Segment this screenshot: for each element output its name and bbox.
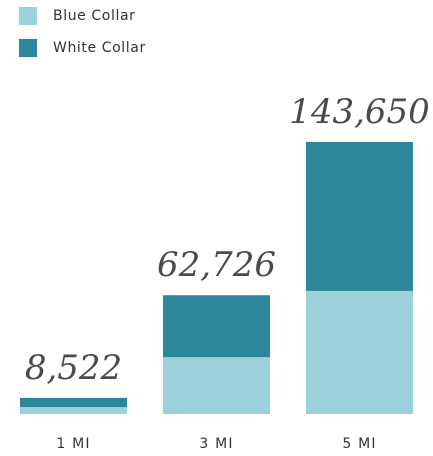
legend-item-white-collar: White Collar: [19, 38, 146, 58]
chart-legend: Blue Collar White Collar: [19, 6, 146, 70]
bar-group-1-mi: 8,522 1 MI: [20, 348, 127, 452]
x-tick-label: 5 MI: [342, 436, 376, 452]
legend-label-blue-collar: Blue Collar: [53, 8, 136, 24]
total-label: 62,726: [157, 245, 276, 285]
bar-segment-white-collar-5-mi: [306, 142, 413, 291]
legend-swatch-white-collar: [19, 39, 37, 57]
bar-segment-white-collar-1-mi: [20, 397, 127, 407]
x-tick-label: 3 MI: [199, 436, 233, 452]
legend-label-white-collar: White Collar: [53, 40, 146, 56]
bar-segment-white-collar-3-mi: [163, 295, 270, 358]
bar-group-5-mi: 143,650 5 MI: [289, 92, 430, 452]
bar-segment-blue-collar-5-mi: [306, 290, 413, 414]
bar-segment-blue-collar-1-mi: [20, 406, 127, 414]
total-label: 143,650: [289, 92, 430, 132]
total-label: 8,522: [25, 348, 122, 388]
bar-group-3-mi: 62,726 3 MI: [157, 245, 276, 452]
bar-segment-blue-collar-3-mi: [163, 357, 270, 414]
legend-swatch-blue-collar: [19, 7, 37, 25]
legend-item-blue-collar: Blue Collar: [19, 6, 146, 26]
x-tick-label: 1 MI: [56, 436, 90, 452]
